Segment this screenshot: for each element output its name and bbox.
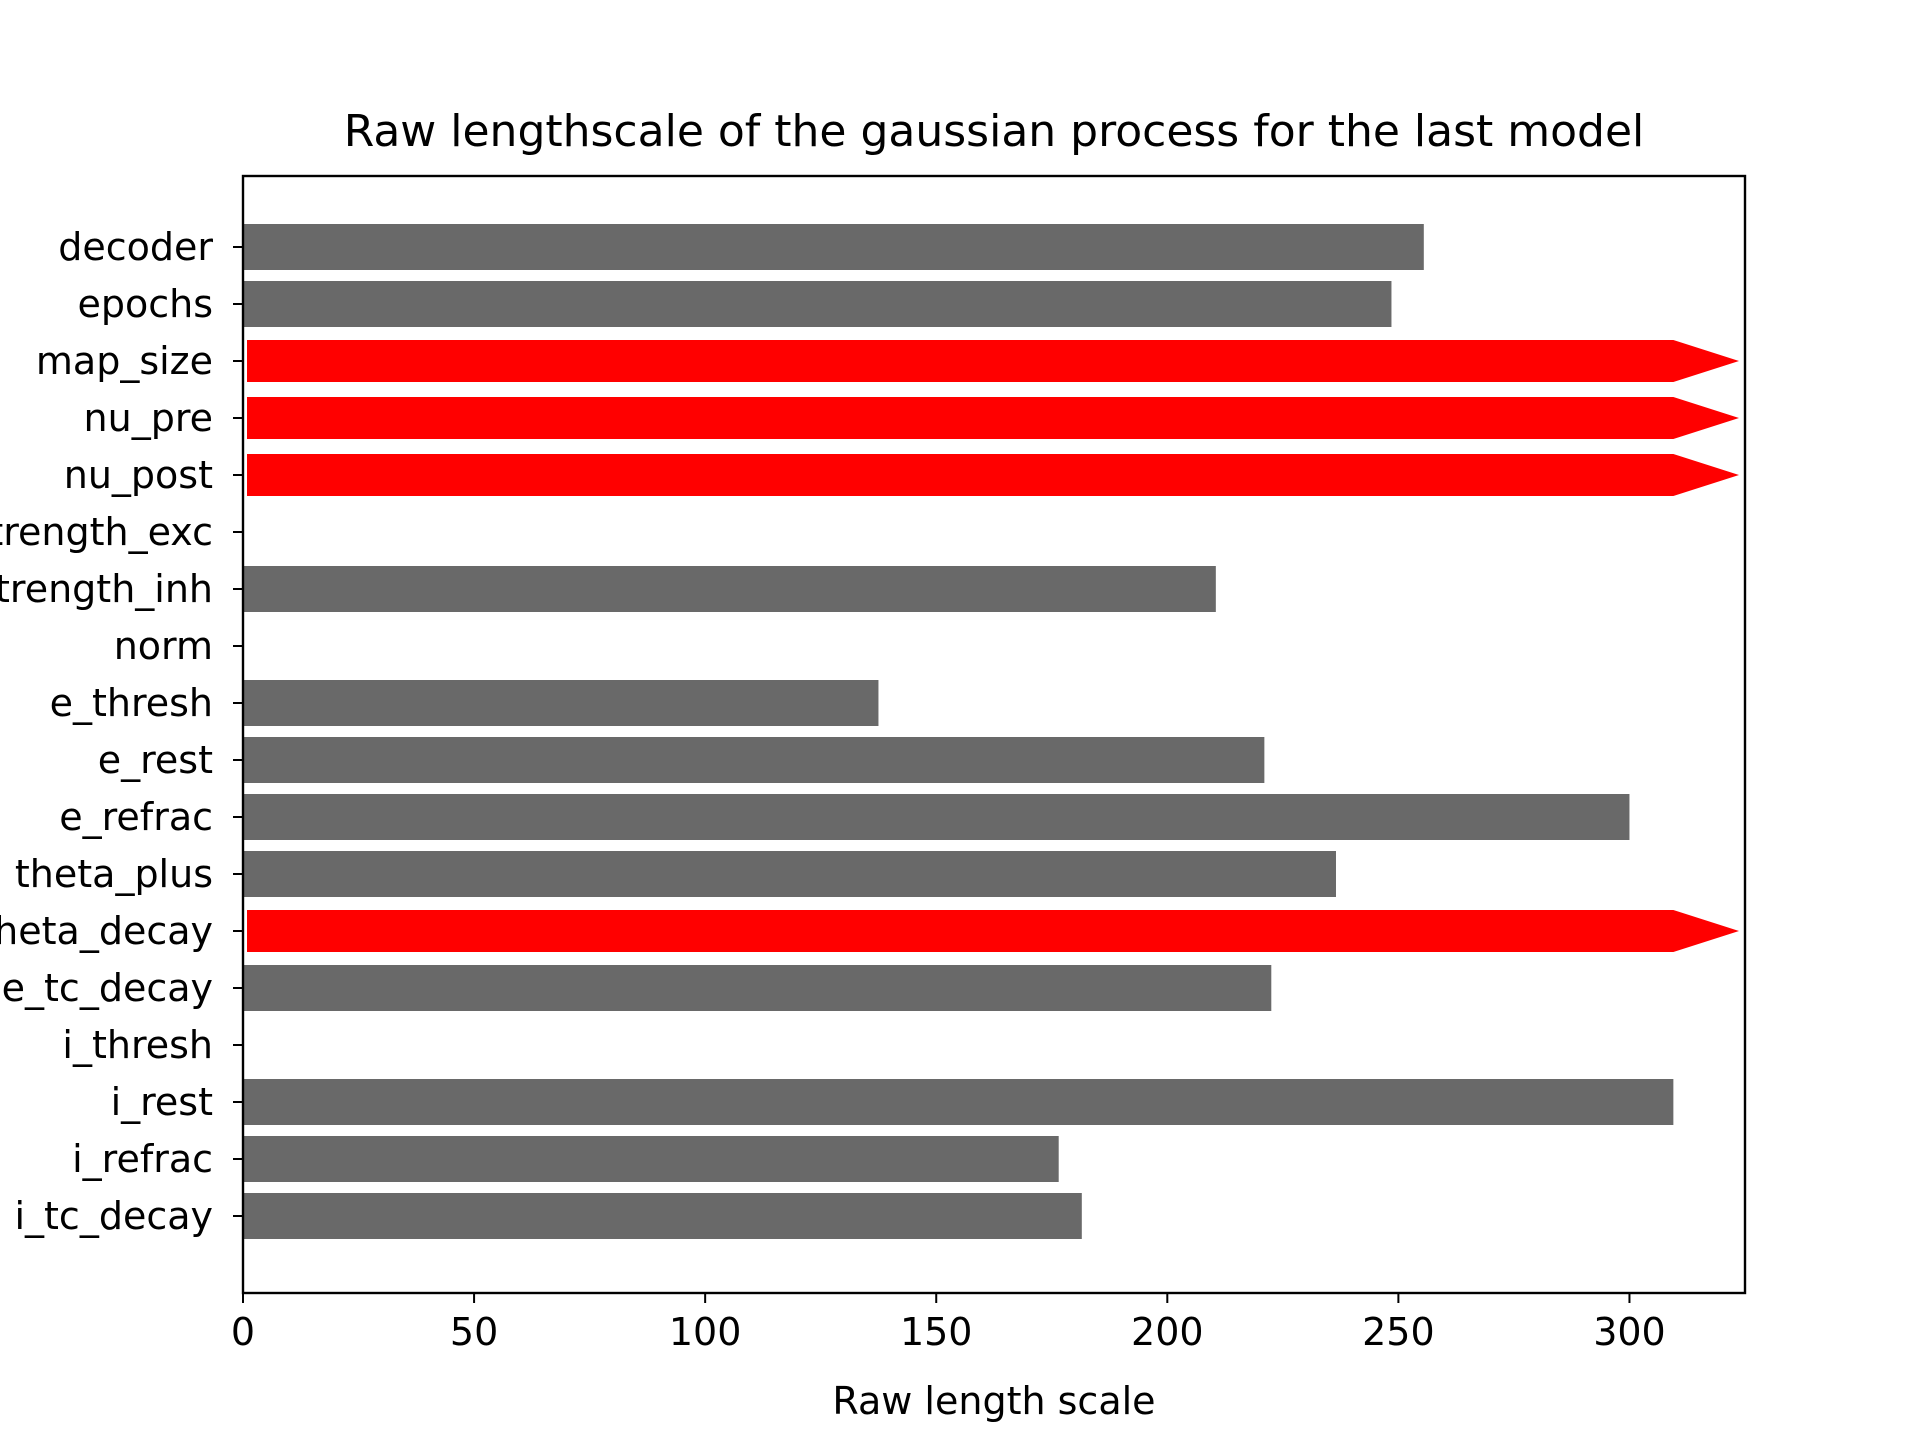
bar-epochs <box>243 281 1392 327</box>
clipped-bar-arrow-map_size <box>247 340 1739 382</box>
x-tick-label-200: 200 <box>1131 1310 1204 1354</box>
bar-i_tc_decay <box>243 1193 1082 1239</box>
y-tick-label-nu_pre: nu_pre <box>84 396 213 440</box>
y-tick-label-e_rest: e_rest <box>98 738 213 782</box>
x-tick-label-250: 250 <box>1362 1310 1435 1354</box>
bar-e_rest <box>243 737 1265 783</box>
y-tick-label-e_refrac: e_refrac <box>59 795 213 839</box>
x-axis: 0 50 100 150 200 250 300 <box>231 1293 1666 1354</box>
clipped-bar-arrow-theta_decay <box>247 910 1739 952</box>
y-tick-label-norm: norm <box>114 624 213 668</box>
y-tick-label-theta_decay: theta_decay <box>0 909 213 953</box>
y-tick-label-e_tc_decay: e_tc_decay <box>2 966 213 1010</box>
clipped-bar-arrow-nu_pre <box>247 397 1739 439</box>
bar-e_thresh <box>243 680 879 726</box>
x-axis-label: Raw length scale <box>832 1379 1155 1423</box>
x-tick-label-100: 100 <box>669 1310 742 1354</box>
bar-i_refrac <box>243 1136 1059 1182</box>
y-tick-label-i_thresh: i_thresh <box>62 1023 213 1067</box>
y-tick-label-epochs: epochs <box>77 282 213 326</box>
x-tick-label-300: 300 <box>1593 1310 1666 1354</box>
y-tick-label-i_refrac: i_refrac <box>72 1137 213 1181</box>
plot-frame <box>241 174 1747 1295</box>
bar-decoder <box>243 224 1424 270</box>
chart-title: Raw lengthscale of the gaussian process … <box>344 106 1645 157</box>
y-tick-label-map_size: map_size <box>36 339 213 383</box>
bar-e_tc_decay <box>243 965 1272 1011</box>
x-tick-label-150: 150 <box>900 1310 973 1354</box>
clipped-bar-arrow-nu_post <box>247 454 1739 496</box>
x-tick-label-0: 0 <box>231 1310 255 1354</box>
y-tick-label-i_rest: i_rest <box>111 1080 213 1124</box>
bar-strength_inh <box>243 566 1216 612</box>
y-tick-label-theta_plus: theta_plus <box>15 852 213 896</box>
bar-i_rest <box>243 1079 1674 1125</box>
y-tick-label-i_tc_decay: i_tc_decay <box>14 1194 213 1238</box>
bar-theta_plus <box>243 851 1336 897</box>
y-tick-label-e_thresh: e_thresh <box>50 681 213 725</box>
bars-layer <box>243 224 1739 1239</box>
y-tick-label-decoder: decoder <box>58 225 213 269</box>
x-tick-label-50: 50 <box>450 1310 498 1354</box>
bar-e_refrac <box>243 794 1630 840</box>
y-axis: decoder epochs map_size nu_pre nu_poststreng… <box>0 225 243 1238</box>
y-tick-label-nu_post: nu_post <box>64 453 213 497</box>
